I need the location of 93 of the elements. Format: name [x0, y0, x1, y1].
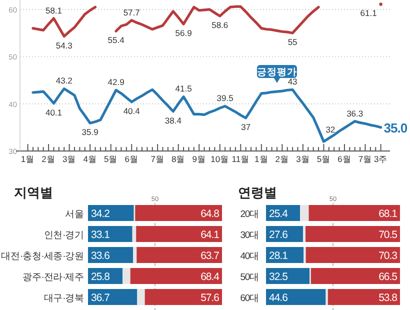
data-label: 40.1	[45, 107, 62, 118]
data-label: 57.7	[123, 7, 140, 18]
chart-title: 지역별	[14, 185, 53, 200]
data-label: 40.4	[123, 106, 140, 116]
data-label: 33.1	[91, 229, 110, 241]
x-tick-label: 7월	[150, 154, 164, 164]
data-label: 55	[288, 37, 298, 48]
data-label: 56.9	[175, 28, 192, 38]
data-label: 27.6	[269, 229, 288, 241]
data-label: 58.6	[212, 20, 228, 30]
data-label: 44.6	[269, 292, 288, 304]
data-label: 33.6	[91, 250, 110, 262]
data-label: 68.4	[200, 271, 220, 283]
bar	[302, 226, 306, 242]
y-tick-label: 대구·경북	[44, 293, 85, 304]
x-tick-label: 11월	[232, 154, 250, 164]
bar	[328, 289, 400, 305]
bar	[133, 247, 137, 263]
data-label: 34.2	[91, 208, 110, 220]
bar	[306, 247, 400, 263]
x-tick-label: 3월	[62, 154, 76, 164]
data-label: 25.4	[269, 208, 288, 220]
data-label: 57.6	[200, 292, 220, 304]
y-tick-label: 20대	[240, 209, 259, 220]
x-tick-label: 9월	[192, 154, 206, 164]
x-tick-label: 6월	[338, 154, 352, 164]
y-tick-label: 30대	[240, 230, 259, 241]
line-series	[32, 87, 382, 143]
data-label: 32	[326, 124, 336, 135]
y-tick-label: 50대	[240, 272, 259, 283]
x-tick-label: 2월	[42, 154, 56, 164]
data-label: 61.1	[360, 8, 378, 18]
data-label: 68.1	[378, 208, 398, 220]
data-label: 25.8	[91, 271, 110, 283]
data-label: 39.5	[216, 93, 234, 104]
bar	[137, 289, 145, 305]
x-tick-label: 8월	[171, 154, 186, 164]
data-label: 43.2	[56, 76, 73, 86]
x-tick-label: 10월	[210, 154, 230, 164]
y-tick-label: 광주·전라·제주	[22, 272, 85, 283]
bar	[132, 226, 136, 242]
x-tick-label: 7월	[358, 154, 372, 164]
data-label: 43	[288, 76, 298, 87]
data-label: 36.3	[346, 108, 364, 118]
bar	[310, 268, 400, 284]
bar	[130, 268, 222, 284]
bar	[88, 289, 138, 305]
data-label: 64.1	[200, 229, 220, 241]
x-tick-label: 2월	[275, 154, 290, 164]
y-tick-label: 60대	[240, 293, 259, 304]
series-label: 긍정평가	[256, 67, 297, 78]
data-label: 35.0	[384, 120, 408, 136]
data-label: 58.1	[45, 5, 62, 16]
data-label: 32.5	[269, 271, 288, 283]
data-label: 28.1	[269, 250, 288, 262]
bar	[135, 205, 222, 221]
y-tick-label: 인천·경기	[44, 230, 84, 241]
y-tick-label: 서울	[65, 209, 85, 220]
data-label: 54.3	[56, 40, 73, 50]
x-tick-label: 3주	[374, 154, 388, 164]
x-tick-label: 1월	[20, 154, 35, 164]
y-tick-label: 대전·충청·세종·강원	[1, 251, 84, 262]
chart-title: 연령별	[238, 185, 277, 200]
data-label: 63.7	[200, 250, 220, 262]
y-tick-label: 40대	[240, 251, 259, 262]
data-label: 37	[241, 122, 251, 132]
bar	[136, 247, 222, 263]
bar	[300, 205, 309, 221]
data-label: 35.9	[82, 127, 99, 138]
bar	[88, 226, 132, 242]
x-tick-label: 3월	[296, 154, 310, 164]
data-label: 53.8	[378, 292, 398, 304]
x-tick-label: 5월	[104, 154, 118, 164]
bar	[308, 205, 400, 221]
bar	[266, 289, 326, 305]
data-label: 36.7	[91, 292, 110, 304]
x-tick-label: 6월	[124, 154, 138, 164]
data-label: 41.5	[175, 84, 192, 94]
data-label: 55.4	[108, 35, 125, 46]
data-label: 38.4	[164, 115, 182, 126]
bar	[122, 268, 130, 284]
data-label: 64.8	[200, 208, 220, 220]
x-tick-label: 4월	[83, 154, 97, 164]
x-tick-label: 5월	[316, 154, 331, 164]
data-label: 42.9	[108, 77, 125, 88]
bar	[144, 289, 222, 305]
data-label: 70.5	[378, 229, 398, 241]
x-tick-label: 1월	[254, 154, 268, 164]
data-label: 66.5	[378, 271, 398, 283]
bar	[306, 226, 400, 242]
bar	[136, 226, 222, 242]
data-label: 70.3	[378, 250, 398, 262]
bar	[88, 205, 134, 221]
